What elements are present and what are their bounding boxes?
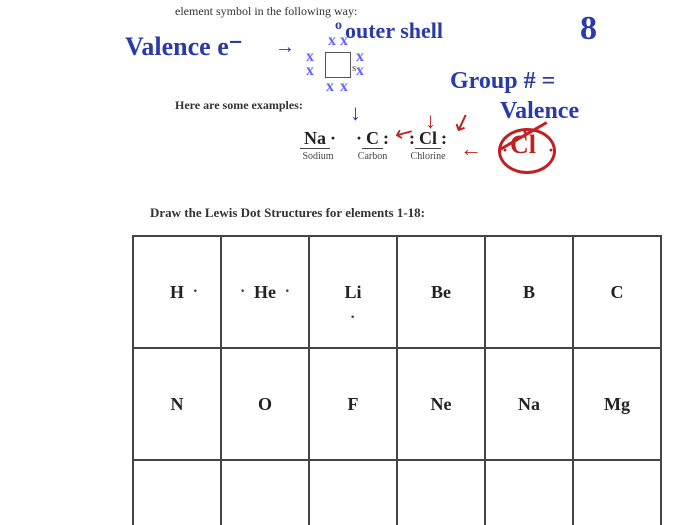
red-arrow-2: ↓	[425, 108, 436, 134]
cell-Li: Li ·	[309, 236, 397, 348]
c-name: Carbon	[356, 151, 389, 162]
hand-group-num: Group # =	[450, 68, 555, 95]
cell-H: H ·	[133, 236, 221, 348]
sym-B: B	[523, 282, 535, 302]
table-row	[133, 460, 661, 525]
lewis-table: H · · He · Li · Be B C N O F	[132, 235, 662, 525]
lewis-table-wrap: H · · He · Li · Be B C N O F	[132, 235, 662, 525]
red-arrow-4: ←	[460, 136, 482, 162]
hand-valence-e: Valence e⁻	[125, 32, 242, 62]
cell-r3-5	[485, 460, 573, 525]
x-top-2: x	[340, 32, 348, 50]
cl-name: Chlorine	[409, 151, 447, 162]
na-sym: Na	[300, 128, 330, 149]
cell-Ne: Ne	[397, 348, 485, 460]
x-left-2: x	[306, 62, 314, 80]
cell-Na: Na	[485, 348, 573, 460]
c-dot-r: :	[383, 128, 389, 148]
cell-C: C	[573, 236, 661, 348]
hand-valence2: Valence	[500, 98, 579, 125]
cell-O: O	[221, 348, 309, 460]
arrow-valence: →	[275, 36, 295, 59]
cell-r3-1	[133, 460, 221, 525]
cell-N: N	[133, 348, 221, 460]
dot-Li-b: ·	[350, 309, 355, 327]
table-row: H · · He · Li · Be B C	[133, 236, 661, 348]
dot-H-r: ·	[193, 283, 198, 301]
cell-r3-6	[573, 460, 661, 525]
cell-r3-4	[397, 460, 485, 525]
example-c: ·C: Carbon	[356, 128, 389, 162]
cell-Be: Be	[397, 236, 485, 348]
examples-label: Here are some examples:	[175, 98, 303, 113]
red-dot-3: ·	[522, 122, 528, 143]
sym-Li: Li	[344, 282, 361, 302]
sym-H: H	[170, 282, 184, 302]
hand-eight: 8	[580, 10, 597, 48]
na-name: Sodium	[300, 151, 336, 162]
red-dot-2: ·	[548, 140, 554, 161]
cell-Mg: Mg	[573, 348, 661, 460]
sym-C: C	[611, 282, 624, 302]
hand-outer-shell: outer shell	[345, 18, 443, 44]
sym-Be: Be	[431, 282, 451, 302]
red-dot-1: ·	[502, 140, 508, 161]
dot-He-l: ·	[240, 283, 245, 301]
x-bot-1: x	[326, 78, 334, 96]
example-box	[325, 52, 351, 78]
sym-N: N	[171, 394, 184, 414]
red-arrow-3: ↙	[448, 105, 477, 139]
intro-text: element symbol in the following way:	[175, 4, 357, 19]
cell-He: · He ·	[221, 236, 309, 348]
sym-He: He	[254, 282, 276, 302]
na-dot: ·	[330, 128, 336, 148]
table-row: N O F Ne Na Mg	[133, 348, 661, 460]
dot-He-r: ·	[285, 283, 290, 301]
cell-F: F	[309, 348, 397, 460]
cell-r3-3	[309, 460, 397, 525]
arrow-down-1: ↓	[350, 100, 361, 126]
x-top-1: x	[328, 32, 336, 50]
cell-r3-2	[221, 460, 309, 525]
sym-Mg: Mg	[604, 394, 630, 414]
sym-Na: Na	[518, 394, 540, 414]
example-na: Na· Sodium	[300, 128, 336, 162]
cell-B: B	[485, 236, 573, 348]
x-bot-2: x	[340, 78, 348, 96]
draw-label: Draw the Lewis Dot Structures for elemen…	[150, 205, 425, 221]
cl-dot-r: :	[441, 128, 447, 148]
c-sym: C	[362, 128, 383, 149]
sym-F: F	[348, 394, 359, 414]
sym-Ne: Ne	[431, 394, 452, 414]
sym-O: O	[258, 394, 272, 414]
page-root: element symbol in the following way: Val…	[0, 0, 700, 525]
x-right-2: x	[356, 62, 364, 80]
